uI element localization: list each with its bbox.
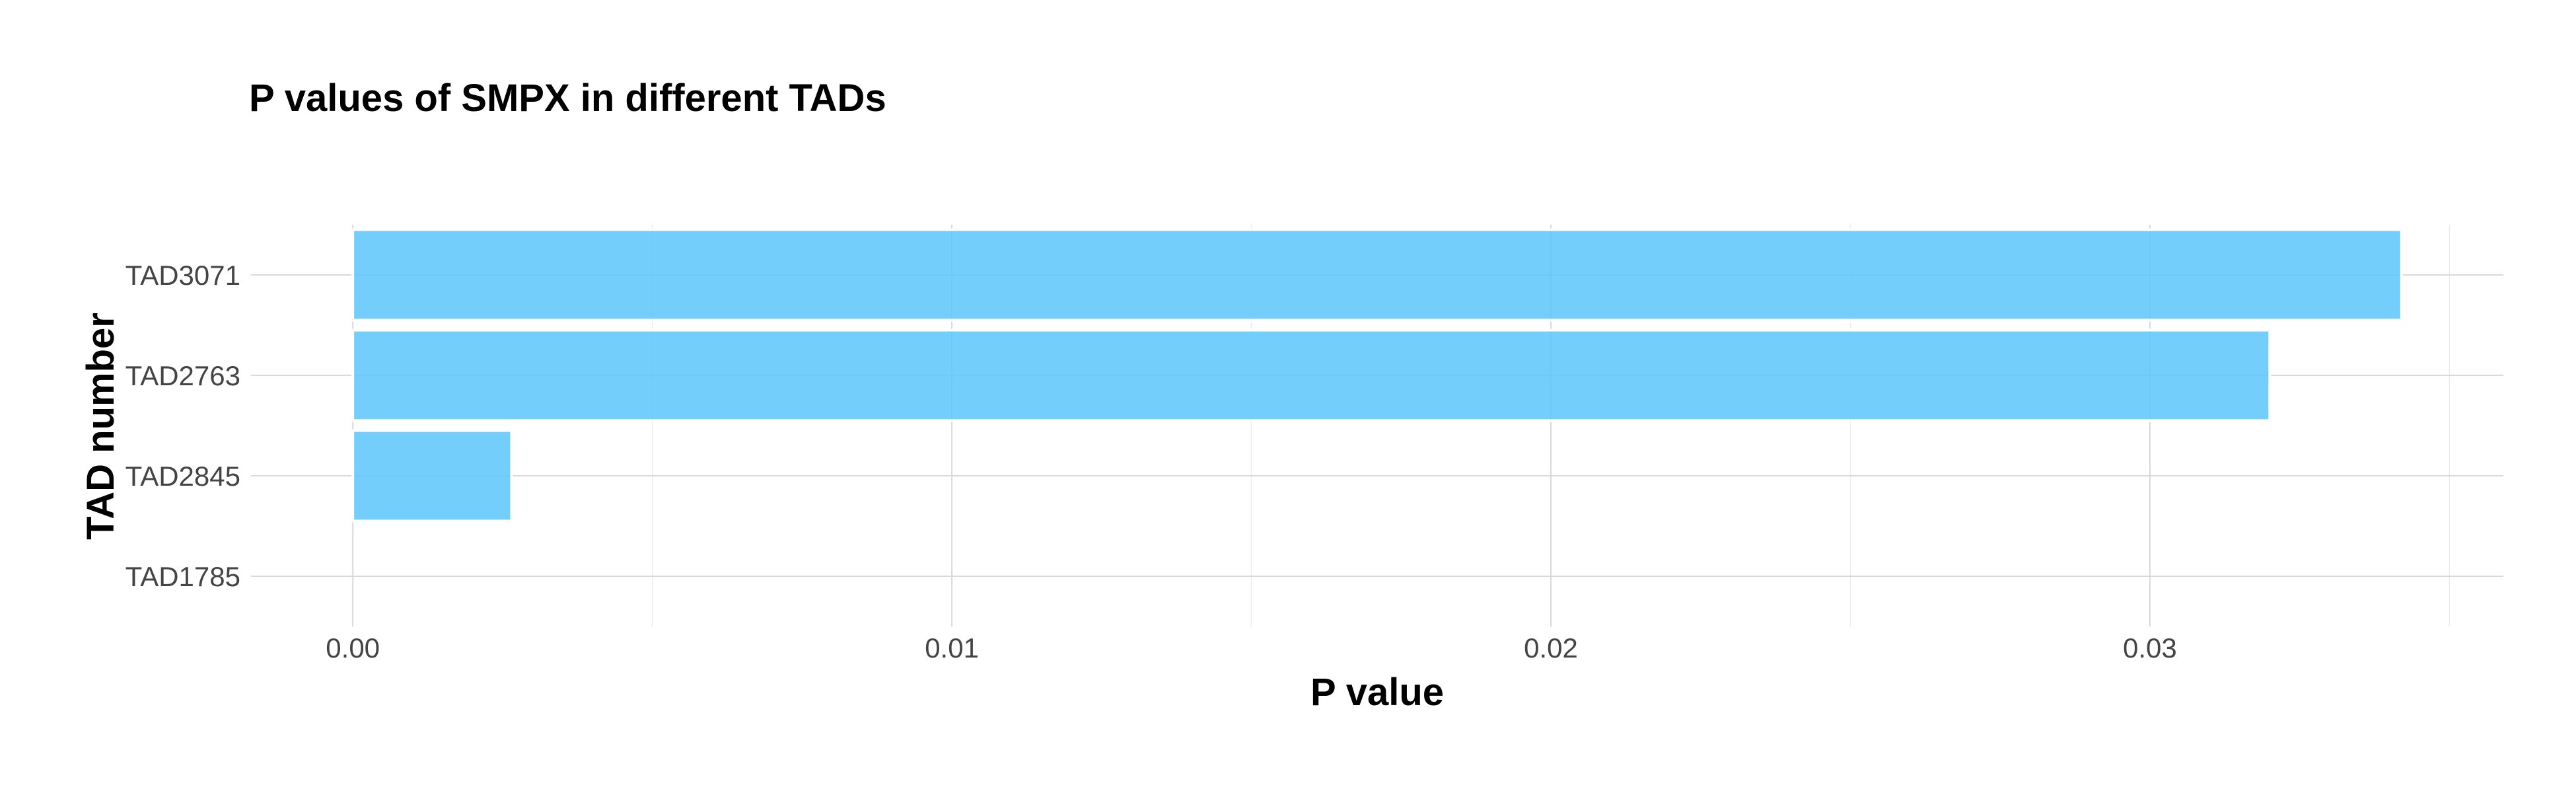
bars (351, 228, 2403, 523)
y-axis-ticks: TAD3071 TAD2763 TAD2845 TAD1785 (125, 260, 240, 592)
x-tick-label: 0.03 (2123, 632, 2177, 663)
y-tick-label: TAD2763 (125, 360, 240, 391)
x-tick-label: 0.00 (326, 632, 380, 663)
x-axis-title: P value (1310, 671, 1444, 714)
y-tick-label: TAD2845 (125, 461, 240, 492)
y-axis-title: TAD number (79, 313, 122, 540)
x-tick-label: 0.02 (1524, 632, 1578, 663)
x-axis-ticks: 0.00 0.01 0.02 0.03 (326, 632, 2176, 663)
bar-tad2763 (351, 328, 2272, 422)
bar-tad2845 (351, 429, 513, 523)
x-tick-label: 0.01 (925, 632, 979, 663)
bar-tad3071 (351, 228, 2403, 322)
y-tick-label: TAD3071 (125, 260, 240, 291)
y-tick-label: TAD1785 (125, 561, 240, 592)
chart-title: P values of SMPX in different TADs (249, 77, 886, 120)
